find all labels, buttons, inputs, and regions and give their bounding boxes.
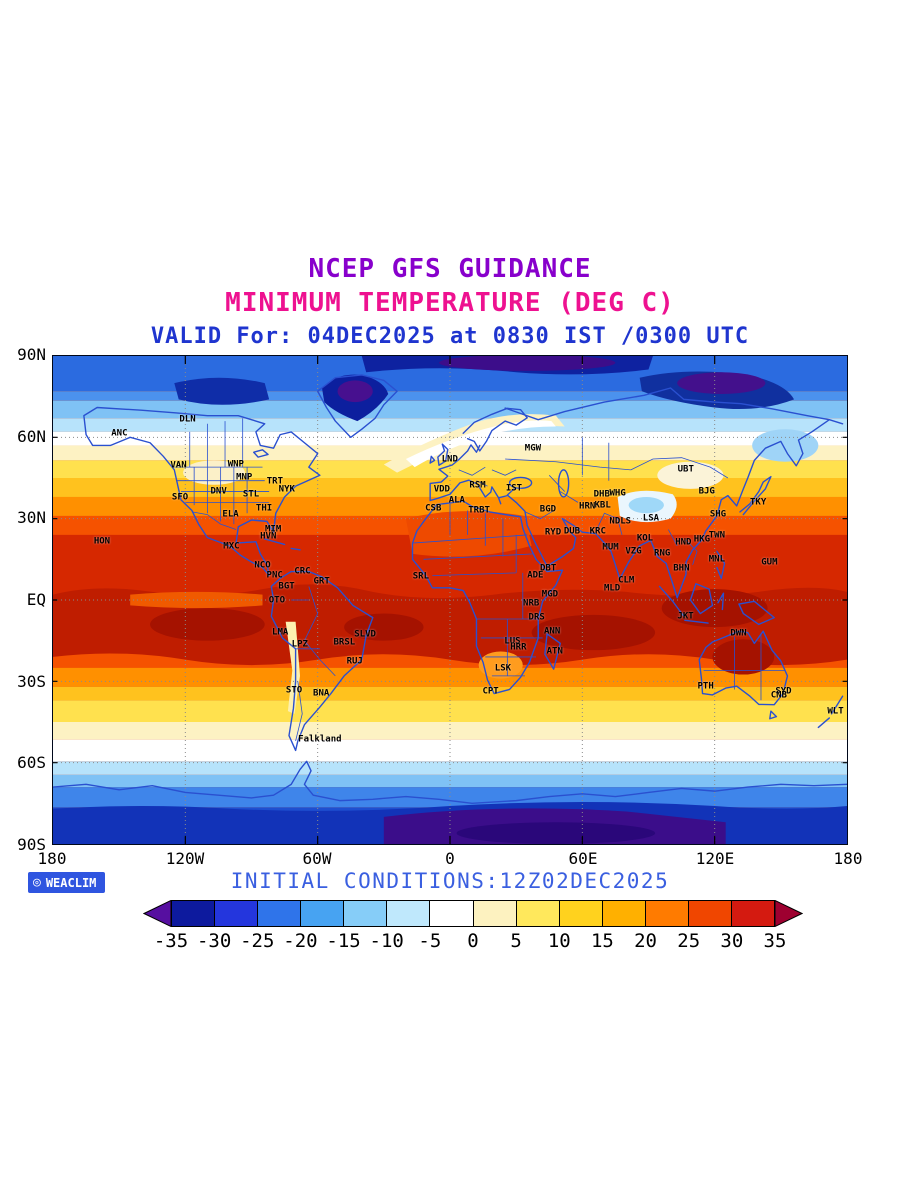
colorbar-tick-label: -25 [240, 930, 275, 952]
colorbar-segment [645, 901, 689, 926]
colorbar-segment [688, 901, 733, 926]
colorbar-segment [172, 901, 216, 926]
mediterranean-north-coast [430, 480, 507, 504]
world-map-plot: DLN ANC VAN WNP MNP TRT NYK SFO DNV STL ELA THI MIM H… [52, 355, 848, 845]
colorbar-segment [559, 901, 603, 926]
colorbar-segment [215, 901, 259, 926]
lon-label-60e: 60E [568, 849, 598, 868]
colorbar-tick-label: 30 [720, 930, 744, 952]
colorbar-tick-label: -35 [153, 930, 189, 952]
colorbar-tick-label: -10 [369, 930, 404, 952]
weaclim-logo-icon: ◎ [33, 875, 41, 890]
asia-east-south-coast [507, 420, 829, 598]
colorbar-tick-label: 5 [510, 930, 522, 952]
indonesia [660, 584, 775, 625]
colorbar-segment [602, 901, 646, 926]
caribbean-islands [265, 539, 300, 550]
colorbar-tick-label: 15 [590, 930, 614, 952]
lon-label-180w: 180 [37, 849, 67, 868]
great-lakes [254, 450, 268, 457]
weaclim-logo-label: WEACLIM [45, 875, 97, 890]
colorbar-segments [171, 900, 775, 927]
continent-africa [413, 501, 563, 693]
eurasia-arctic-coast [505, 388, 842, 424]
temperature-field [53, 356, 847, 844]
scandinavia [463, 408, 527, 451]
lat-label-90s: 90S [17, 835, 46, 854]
colorbar-tick-label: 20 [634, 930, 658, 952]
valid-time-line: VALID For: 04DEC2025 at 0830 IST /0300 U… [150, 324, 750, 349]
colorbar-left-arrow [143, 900, 171, 927]
lat-label-30n: 30N [17, 508, 46, 527]
colorbar-segment [258, 901, 302, 926]
colorbar-tick-label: -5 [418, 930, 442, 952]
colorbar-labels: -35 -30 -25 -20 -15 -10 -5 0 5 10 15 20 25 30 35 [143, 930, 803, 954]
colorbar-segment [473, 901, 517, 926]
page-title-line1: NCEP GFS GUIDANCE [308, 254, 592, 284]
lat-label-60n: 60N [17, 427, 46, 446]
colorbar-segment [516, 901, 560, 926]
colorbar-tick-label: 35 [763, 930, 787, 952]
colorbar-segment [732, 901, 775, 926]
temperature-map-svg [53, 356, 847, 844]
lat-label-90n: 90N [17, 345, 46, 364]
colorbar-tick-label: -15 [326, 930, 361, 952]
lon-label-120e: 120E [695, 849, 735, 868]
weaclim-logo-badge: ◎ WEACLIM [28, 872, 106, 893]
initial-conditions-text: INITIAL CONDITIONS:12Z02DEC2025 [230, 869, 670, 893]
lon-label-60w: 60W [302, 849, 332, 868]
lon-label-120w: 120W [165, 849, 205, 868]
greenland [318, 375, 397, 437]
lon-label-0: 0 [445, 849, 455, 868]
philippines [717, 551, 725, 578]
colorbar-tick-label: 25 [677, 930, 701, 952]
caspian-sea [559, 470, 569, 497]
lon-label-180e: 180 [833, 849, 863, 868]
black-sea [510, 477, 532, 488]
page-title-line2: MINIMUM TEMPERATURE (DEG C) [225, 288, 675, 318]
lat-label-60s: 60S [17, 753, 46, 772]
colorbar-tick-label: -30 [196, 930, 232, 952]
colorbar-tick-label: 0 [467, 930, 479, 952]
country-borders [174, 418, 785, 741]
colorbar-tick-label: 10 [547, 930, 571, 952]
new-zealand [818, 696, 842, 727]
lat-label-eq: EQ [26, 590, 46, 609]
europe-west-coast [430, 445, 480, 501]
british-isles [430, 444, 448, 465]
colorbar-segment [301, 901, 345, 926]
continent-north-america [84, 408, 320, 576]
colorbar-tick-label: -20 [283, 930, 318, 952]
australia [699, 631, 787, 719]
japan [740, 477, 771, 515]
colorbar-segment [430, 901, 474, 926]
temperature-colorbar: -35 -30 -25 -20 -15 -10 -5 0 5 10 15 20 25 30 35 [143, 900, 803, 956]
colorbar-segment [387, 901, 431, 926]
colorbar-segment [344, 901, 388, 926]
axis-ticks [53, 356, 847, 844]
madagascar [545, 634, 560, 669]
coastlines [53, 375, 847, 803]
antarctica-coast [53, 761, 847, 803]
colorbar-right-arrow [775, 900, 803, 927]
continent-south-america [271, 572, 372, 751]
lat-label-30s: 30S [17, 672, 46, 691]
